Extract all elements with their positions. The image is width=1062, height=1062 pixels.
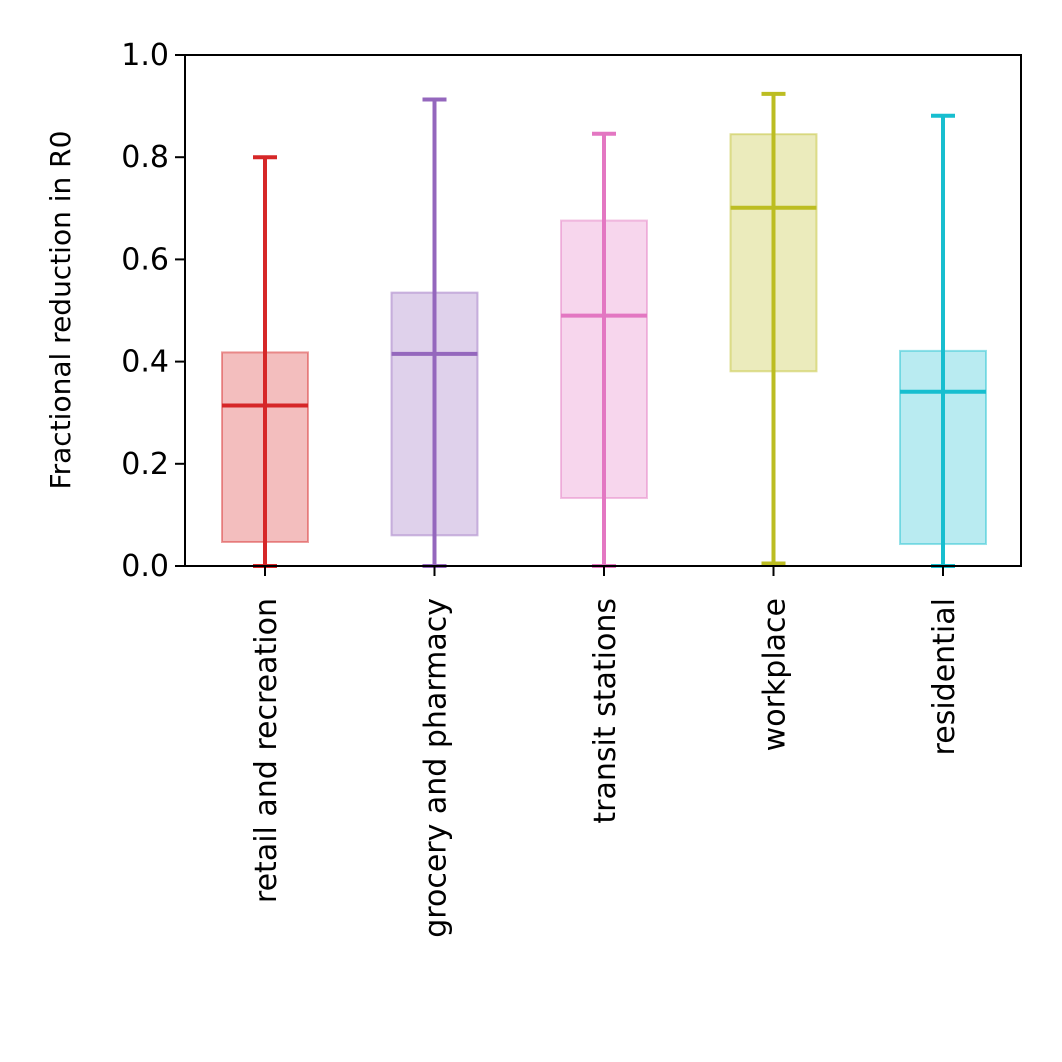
box-group bbox=[390, 97, 479, 568]
box-group bbox=[729, 91, 818, 566]
y-tick-label: 0.6 bbox=[121, 242, 169, 277]
box-group bbox=[221, 155, 309, 568]
x-axis: retail and recreation grocery and pharmac… bbox=[249, 566, 962, 938]
y-tick-label: 0.0 bbox=[121, 549, 169, 584]
box-group bbox=[899, 113, 987, 568]
y-axis: 0.0 0.2 0.4 0.6 0.8 1.0 bbox=[121, 38, 185, 584]
x-tick-label: workplace bbox=[758, 598, 793, 751]
y-tick-label: 1.0 bbox=[121, 38, 169, 73]
y-tick-label: 0.8 bbox=[121, 140, 169, 175]
x-tick-label: residential bbox=[927, 598, 962, 755]
x-tick-label: transit stations bbox=[588, 598, 623, 824]
y-tick-label: 0.4 bbox=[121, 345, 169, 380]
y-axis-label: Fractional reduction in R0 bbox=[44, 131, 77, 490]
y-tick-label: 0.2 bbox=[121, 447, 169, 482]
boxes-layer bbox=[221, 91, 987, 568]
box-group bbox=[560, 131, 648, 568]
x-tick-label: retail and recreation bbox=[249, 598, 284, 903]
x-tick-label: grocery and pharmacy bbox=[419, 598, 454, 938]
